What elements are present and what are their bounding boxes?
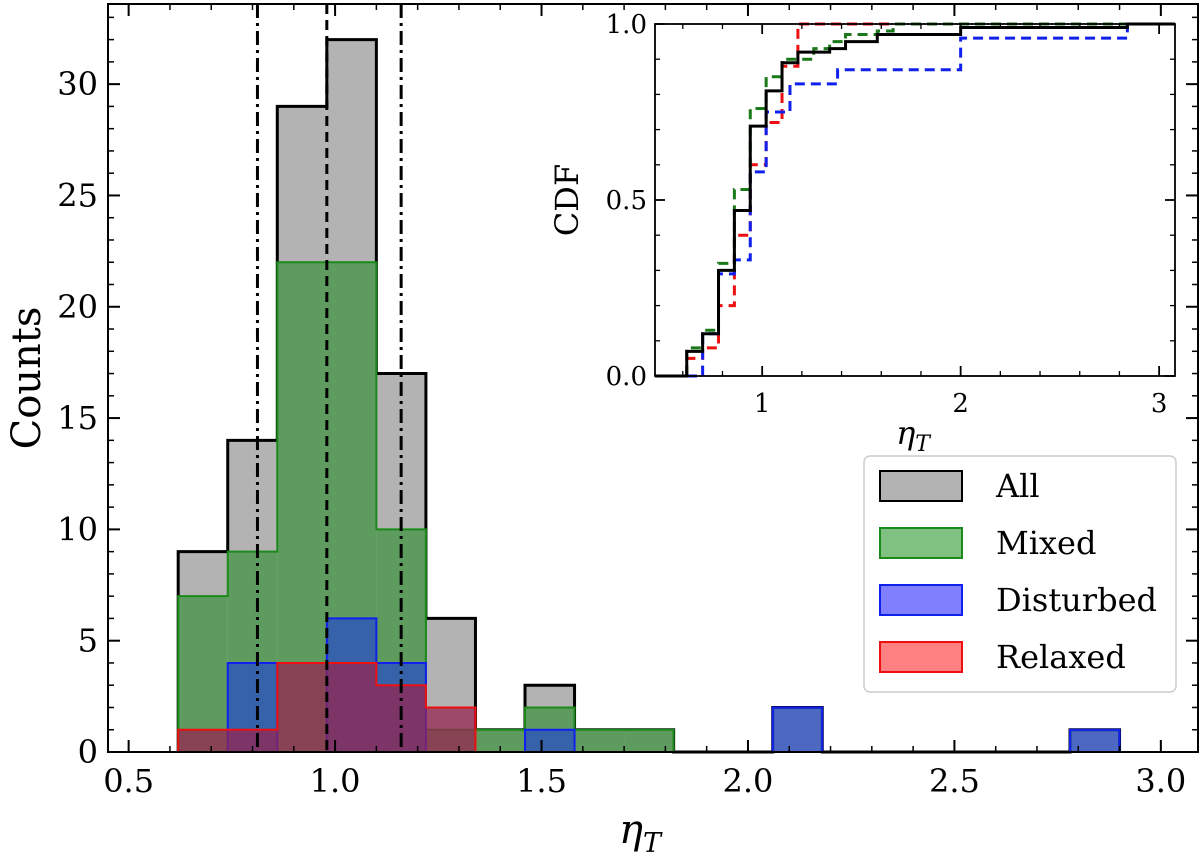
legend: All Mixed Disturbed Relaxed [863, 455, 1177, 693]
cdf-line-mixed [655, 22, 1175, 378]
inset-axis-ticks [655, 23, 1175, 377]
bar-mixed-8 [574, 729, 625, 752]
y-tick-label: 15 [57, 399, 98, 437]
x-tick-label: 1.5 [516, 762, 567, 800]
legend-item-all: All [879, 467, 1040, 505]
cdf-line-relaxed [655, 22, 1175, 378]
bar-relaxed-2 [277, 662, 327, 752]
legend-entries: All Mixed Disturbed Relaxed [879, 467, 1157, 676]
legend-box [863, 455, 1177, 693]
legend-item-mixed: Mixed [879, 524, 1096, 562]
legend-swatch [879, 584, 963, 616]
legend-swatch [879, 641, 963, 673]
bar-relaxed-3 [326, 662, 377, 752]
x-tick-label: 3.0 [1135, 762, 1186, 800]
inset-y-tick-label: 1.0 [606, 10, 647, 40]
bar-mixed-9 [624, 729, 674, 752]
y-tick-label: 5 [78, 622, 98, 660]
y-tick-label: 20 [57, 288, 98, 326]
y-tick-label: 10 [57, 510, 98, 548]
main-x-axis-label-symbol: η [619, 807, 643, 853]
x-tick-label: 2.0 [723, 762, 774, 800]
inset-y-axis-label: CDF [548, 164, 586, 236]
legend-label: All [995, 467, 1040, 505]
main-x-axis-label: ηT [619, 807, 663, 856]
x-tick-label: 2.5 [929, 762, 980, 800]
legend-label: Mixed [996, 524, 1096, 562]
inset-x-tick-label: 2 [952, 389, 969, 419]
y-tick-label: 0 [78, 733, 98, 771]
legend-item-disturbed: Disturbed [879, 581, 1157, 619]
inset-cdf-lines [655, 22, 1175, 378]
bar-disturbed-12 [772, 707, 823, 752]
legend-label: Disturbed [996, 581, 1157, 619]
bar-disturbed-18 [1070, 729, 1120, 752]
bar-relaxed-5 [425, 707, 476, 752]
cdf-line-all [655, 22, 1175, 378]
bar-disturbed-7 [525, 729, 575, 752]
main-plot-frame [107, 3, 1199, 753]
inset-x-axis-label-sub: T [915, 432, 932, 457]
bar-relaxed-0 [178, 729, 228, 752]
y-tick-label: 25 [57, 176, 98, 214]
inset-background [655, 24, 1175, 376]
legend-swatch [879, 470, 963, 502]
legend-swatch [879, 527, 963, 559]
main-tick-labels: 0.5 1.0 1.5 2.0 2.5 3.0 0 5 10 15 20 25 30 [57, 65, 1186, 800]
main-x-axis-label-sub: T [643, 828, 663, 856]
inset-x-tick-label: 1 [754, 389, 771, 419]
bar-relaxed-1 [227, 729, 278, 752]
inset-x-axis-label-symbol: η [896, 414, 915, 452]
inset-y-tick-label: 0.0 [606, 362, 647, 392]
inset-x-tick-label: 3 [1151, 389, 1168, 419]
legend-item-relaxed: Relaxed [879, 638, 1126, 676]
reference-lines [255, 4, 403, 752]
inset-tick-labels: 1 2 3 0.0 0.5 1.0 [606, 10, 1168, 419]
x-tick-label: 0.5 [103, 762, 154, 800]
main-y-axis-label: Counts [4, 307, 50, 450]
bar-mixed-0 [178, 596, 228, 752]
y-tick-label: 30 [57, 65, 98, 103]
legend-label: Relaxed [996, 638, 1126, 676]
inset-y-tick-label: 0.5 [606, 186, 647, 216]
main-axis-ticks [108, 4, 1198, 753]
x-tick-label: 1.0 [310, 762, 361, 800]
inset-x-axis-label: ηT [896, 414, 932, 457]
bar-mixed-6 [475, 729, 526, 752]
